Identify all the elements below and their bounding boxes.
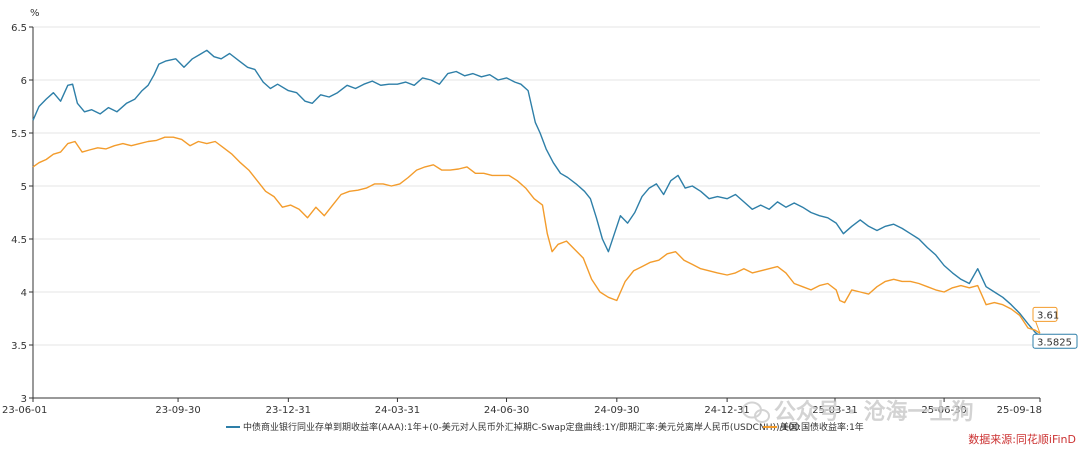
- x-tick-label: 24-09-30: [594, 405, 639, 416]
- legend: 中债商业银行同业存单到期收益率(AAA):1年+(0-美元对人民币外汇掉期C-S…: [226, 421, 864, 433]
- end-label-box: [1032, 333, 1078, 349]
- y-tick-label: 6.5: [11, 23, 27, 34]
- x-tick-label: 25-09-18: [997, 405, 1042, 416]
- x-tick-label: 24-03-31: [375, 405, 420, 416]
- y-tick-label: 4.5: [11, 235, 27, 246]
- series-lines: [32, 49, 1041, 337]
- x-tick-label: 23-12-31: [266, 405, 311, 416]
- end-value-label: 3.61: [1037, 310, 1059, 321]
- x-tick-label: 24-12-31: [704, 405, 749, 416]
- x-tick-label: 23-09-30: [155, 405, 200, 416]
- legend-label: 中债商业银行同业存单到期收益率(AAA):1年+(0-美元对人民币外汇掉期C-S…: [243, 421, 800, 433]
- x-tick-label: 23-06-01: [2, 405, 47, 416]
- end-label-box: [1032, 306, 1058, 322]
- y-tick-label: 5.5: [11, 129, 27, 140]
- series-line-1: [32, 49, 1041, 337]
- wechat-icon: [742, 401, 770, 423]
- y-tick-label: 3: [21, 394, 27, 405]
- end-value-labels: 3.5825 3.61: [1032, 306, 1078, 349]
- y-axis-unit-label: %: [30, 8, 40, 19]
- x-axis-ticks: 23-06-01 23-09-30 23-12-31 24-03-31 24-06-30…: [2, 398, 1042, 416]
- x-tick-label: 25-03-31: [812, 405, 857, 416]
- end-value-label: 3.5825: [1037, 337, 1072, 348]
- source-tag: 数据来源:同花顺iFinD: [968, 432, 1076, 446]
- y-tick-label: 6: [21, 76, 27, 87]
- series-line-2: [32, 136, 1041, 334]
- x-tick-label: 25-06-30: [921, 405, 966, 416]
- grid-lines: [33, 26, 1040, 346]
- y-tick-label: 4: [21, 288, 27, 299]
- watermark: 公众号 · 沧海一土狗: [742, 399, 974, 425]
- y-axis-ticks: 3 3.5 4 4.5 5 5.5 6 6.5: [11, 23, 33, 405]
- x-tick-label: 24-06-30: [484, 405, 529, 416]
- y-tick-label: 5: [21, 182, 27, 193]
- y-tick-label: 3.5: [11, 341, 27, 352]
- legend-label: 美国:国债收益率:1年: [780, 421, 864, 433]
- watermark-text: 公众号 · 沧海一土狗: [774, 399, 974, 425]
